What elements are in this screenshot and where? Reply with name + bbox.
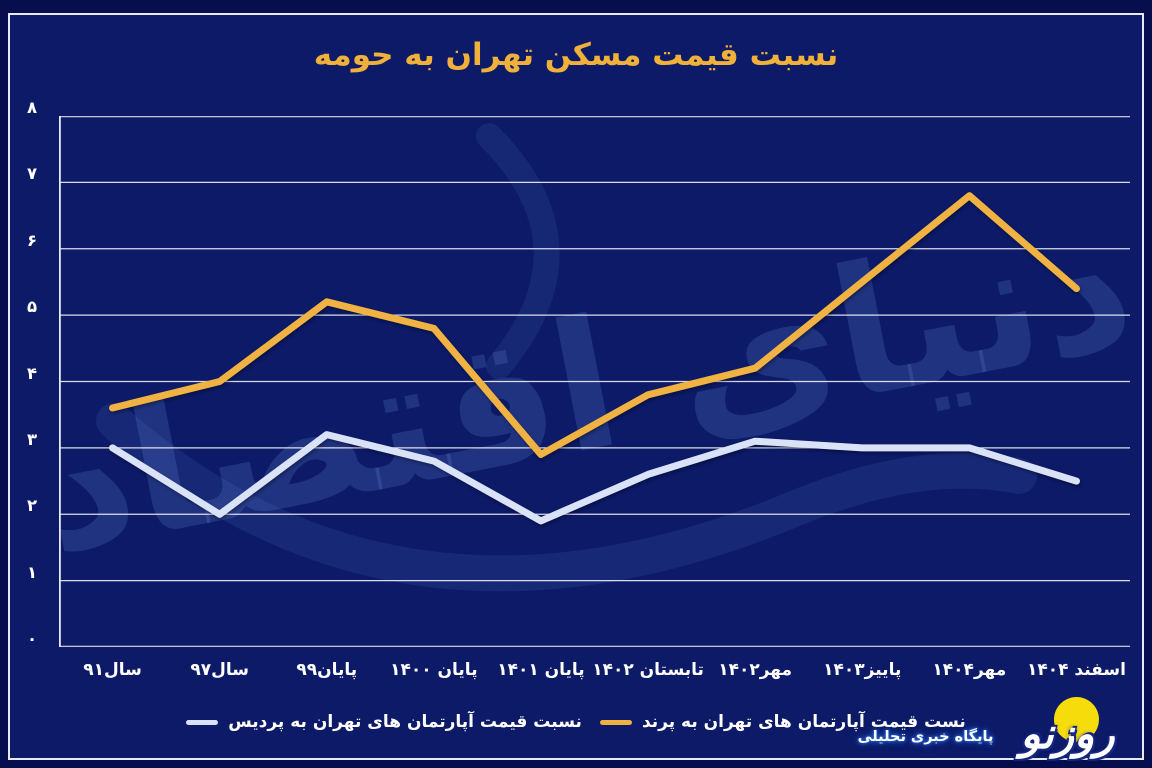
legend-item-pardis: نسبت قیمت آپارتمان های تهران به پردیس — [186, 712, 582, 732]
y-axis-label: ۱ — [26, 562, 38, 582]
watermark-swoosh — [476, 123, 560, 379]
x-axis-label: اسفند ۱۴۰۴ — [1026, 660, 1126, 680]
y-axis-label: ۲ — [26, 496, 38, 516]
parand-line — [109, 192, 1080, 458]
watermark-swoosh — [96, 403, 1037, 592]
y-axis-label: ۷ — [26, 164, 38, 184]
x-axis-label: مهر۱۴۰۲ — [718, 660, 793, 680]
legend-item-parand: نست قیمت آپارتمان های تهران به پرند — [599, 712, 966, 732]
y-axis-label: ۳ — [26, 429, 38, 449]
x-axis-label: پایان۹۹ — [296, 660, 358, 680]
logo-brand-text: روزنو — [1020, 709, 1115, 758]
sun-icon — [1054, 697, 1099, 742]
pardis-line — [109, 431, 1080, 525]
x-axis-label: پایان ۱۴۰۱ — [497, 660, 585, 680]
chart-area: نسبت قیمت مسکن تهران به حومه دنیای اقتصا… — [10, 15, 1148, 758]
chart-title: نسبت قیمت مسکن تهران به حومه — [313, 37, 839, 73]
logo-tagline: پایگاه خبری تحلیلی — [857, 729, 994, 745]
legend-label-parand: نست قیمت آپارتمان های تهران به پرند — [641, 712, 966, 732]
legend-swatch-parand-line — [599, 719, 632, 725]
x-axis-label: سال۹۱ — [83, 660, 142, 680]
y-axis-label: ۸ — [26, 98, 38, 117]
x-axis-label: پاییز۱۴۰۳ — [823, 660, 902, 680]
line-chart — [59, 116, 1130, 647]
x-axis-label: سال۹۷ — [190, 660, 249, 680]
y-axis-label: ۵ — [26, 297, 38, 317]
x-axis-label: پایان ۱۴۰۰ — [390, 660, 478, 680]
legend: نست قیمت آپارتمان های تهران به پرند نسبت… — [10, 707, 1142, 737]
x-axis-label: مهر۱۴۰۴ — [932, 660, 1007, 680]
y-axis-label: ۰ — [26, 629, 38, 648]
x-axis-label: تابستان ۱۴۰۲ — [592, 660, 704, 680]
y-axis-label: ۶ — [26, 230, 38, 250]
chart-card: نسبت قیمت مسکن تهران به حومه دنیای اقتصا… — [8, 13, 1148, 760]
y-axis-label: ۴ — [26, 363, 38, 383]
legend-swatch-pardis-line — [186, 719, 219, 725]
legend-label-pardis: نسبت قیمت آپارتمان های تهران به پردیس — [228, 712, 582, 732]
